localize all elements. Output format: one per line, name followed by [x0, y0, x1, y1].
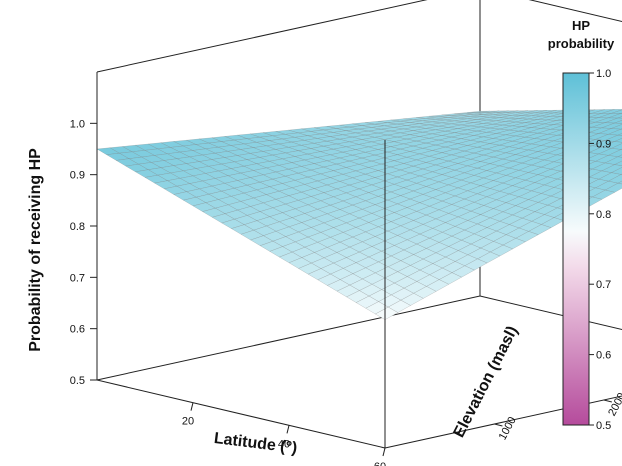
box-edge-back-4 — [479, 295, 622, 331]
surface-cell — [375, 306, 399, 320]
y-tick-mark — [494, 423, 503, 427]
colorbar-legend: HP probability 0.5 0.6 0.7 0.8 0.9 1.0 — [548, 18, 615, 432]
x-tick-label: 60 — [374, 461, 386, 466]
legend-tick-label: 0.6 — [596, 350, 611, 362]
z-tick-label: 0.5 — [70, 375, 85, 387]
surface-cell — [617, 133, 622, 136]
x-tick-mark — [190, 402, 194, 411]
legend-tick-label: 1.0 — [596, 68, 611, 80]
y-tick-mark — [603, 399, 612, 403]
z-tick-label: 0.8 — [70, 221, 85, 233]
colorbar-ticks: 0.5 0.6 0.7 0.8 0.9 1.0 — [589, 68, 611, 432]
box-edge-back-3 — [96, 295, 481, 381]
surface-cell — [617, 116, 622, 119]
x-tick-mark — [382, 447, 386, 457]
colorbar — [562, 72, 590, 426]
box-edge-back-1 — [96, 0, 428, 73]
z-tick-label: 0.7 — [70, 272, 85, 284]
z-tick-label: 0.9 — [70, 170, 85, 182]
legend-tick-label: 0.8 — [596, 209, 611, 221]
x-tick-mark — [286, 425, 290, 434]
box-edge-front-1 — [96, 379, 386, 449]
z-axis-title: Probability of receiving HP — [27, 148, 44, 352]
x-axis-title: Latitude (°) — [213, 430, 298, 457]
y-tick-label: 2000 — [606, 391, 622, 418]
legend-title-line2: probability — [548, 36, 615, 51]
z-tick-label: 0.6 — [70, 324, 85, 336]
y-tick-label: 1000 — [497, 415, 519, 442]
legend-title-line1: HP — [572, 18, 590, 33]
legend-tick-label: 0.5 — [596, 420, 611, 432]
legend-tick-label: 0.7 — [596, 279, 611, 291]
probability-surface — [96, 109, 622, 320]
z-tick-label: 1.0 — [70, 118, 85, 130]
legend-tick-label: 0.9 — [596, 138, 611, 150]
x-tick-label: 40 — [278, 438, 290, 450]
x-tick-label: 20 — [182, 416, 194, 428]
